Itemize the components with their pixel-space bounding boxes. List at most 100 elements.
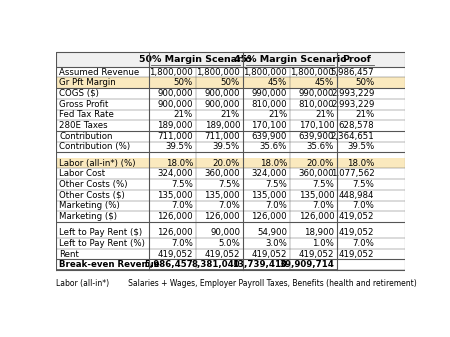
Text: 711,000: 711,000 — [158, 132, 193, 141]
Text: 639,900: 639,900 — [299, 132, 334, 141]
Text: 135,000: 135,000 — [252, 191, 287, 200]
Bar — [56, 78, 405, 88]
Text: 7.0%: 7.0% — [265, 202, 287, 210]
Text: 170,100: 170,100 — [252, 121, 287, 130]
Text: 13,739,410: 13,739,410 — [232, 260, 287, 269]
Text: 419,052: 419,052 — [252, 249, 287, 258]
Text: 711,000: 711,000 — [204, 132, 240, 141]
Text: 280E Taxes: 280E Taxes — [59, 121, 108, 130]
Text: 990,000: 990,000 — [299, 89, 334, 98]
Text: 2,993,229: 2,993,229 — [331, 100, 374, 109]
Text: 18.0%: 18.0% — [166, 158, 193, 167]
Text: 35.6%: 35.6% — [260, 143, 287, 152]
Text: 5,986,457: 5,986,457 — [144, 260, 193, 269]
Text: 50%: 50% — [174, 78, 193, 87]
Text: 1.0%: 1.0% — [312, 239, 334, 248]
Text: 7.0%: 7.0% — [171, 239, 193, 248]
Text: 189,000: 189,000 — [158, 121, 193, 130]
Text: 126,000: 126,000 — [158, 212, 193, 221]
Text: 126,000: 126,000 — [158, 228, 193, 237]
Text: 324,000: 324,000 — [158, 169, 193, 178]
Text: 21%: 21% — [315, 111, 334, 119]
Text: Gross Profit: Gross Profit — [59, 100, 108, 109]
Text: 1,800,000: 1,800,000 — [149, 68, 193, 76]
Text: 21%: 21% — [221, 111, 240, 119]
Text: 7.0%: 7.0% — [352, 202, 374, 210]
Text: 39.5%: 39.5% — [213, 143, 240, 152]
Text: 7.0%: 7.0% — [352, 239, 374, 248]
Text: Contribution (%): Contribution (%) — [59, 143, 130, 152]
Text: 419,052: 419,052 — [299, 249, 334, 258]
Text: 45%: 45% — [268, 78, 287, 87]
Text: 900,000: 900,000 — [205, 100, 240, 109]
Text: 900,000: 900,000 — [205, 89, 240, 98]
Text: 419,052: 419,052 — [339, 212, 374, 221]
Text: Assumed Revenue: Assumed Revenue — [59, 68, 140, 76]
Text: 7.0%: 7.0% — [218, 202, 240, 210]
Text: 39,909,714: 39,909,714 — [279, 260, 334, 269]
Text: 45%: 45% — [315, 78, 334, 87]
Text: Labor Cost: Labor Cost — [59, 169, 105, 178]
Text: 7.5%: 7.5% — [171, 180, 193, 189]
Text: 7.5%: 7.5% — [218, 180, 240, 189]
Text: 189,000: 189,000 — [205, 121, 240, 130]
Text: Rent: Rent — [59, 249, 79, 258]
Text: 324,000: 324,000 — [252, 169, 287, 178]
Text: 990,000: 990,000 — [252, 89, 287, 98]
Text: Proof: Proof — [342, 55, 372, 64]
Text: 419,052: 419,052 — [339, 228, 374, 237]
Text: 7.5%: 7.5% — [352, 180, 374, 189]
Text: Contribution: Contribution — [59, 132, 112, 141]
Text: 8,381,040: 8,381,040 — [191, 260, 240, 269]
Text: 50%: 50% — [221, 78, 240, 87]
Text: 20.0%: 20.0% — [307, 158, 334, 167]
Bar — [56, 52, 405, 67]
Text: 7.5%: 7.5% — [312, 180, 334, 189]
Text: 45% Margin Scenario: 45% Margin Scenario — [234, 55, 346, 64]
Text: COGS ($): COGS ($) — [59, 89, 99, 98]
Text: 21%: 21% — [355, 111, 374, 119]
Text: 3.0%: 3.0% — [265, 239, 287, 248]
Text: 2,364,651: 2,364,651 — [331, 132, 374, 141]
Text: 810,000: 810,000 — [299, 100, 334, 109]
Bar — [56, 158, 405, 168]
Text: 360,000: 360,000 — [299, 169, 334, 178]
Text: 135,000: 135,000 — [158, 191, 193, 200]
Text: 7.0%: 7.0% — [312, 202, 334, 210]
Text: Fed Tax Rate: Fed Tax Rate — [59, 111, 114, 119]
Text: 7.5%: 7.5% — [265, 180, 287, 189]
Text: 21%: 21% — [174, 111, 193, 119]
Text: 5.0%: 5.0% — [218, 239, 240, 248]
Text: 170,100: 170,100 — [299, 121, 334, 130]
Text: 18.0%: 18.0% — [260, 158, 287, 167]
Text: Labor (all-in*)        Salaries + Wages, Employer Payroll Taxes, Benefits (healt: Labor (all-in*) Salaries + Wages, Employ… — [56, 279, 417, 288]
Text: 50%: 50% — [355, 78, 374, 87]
Text: 18.0%: 18.0% — [347, 158, 374, 167]
Text: Marketing (%): Marketing (%) — [59, 202, 120, 210]
Text: 628,578: 628,578 — [339, 121, 374, 130]
Text: 135,000: 135,000 — [299, 191, 334, 200]
Text: Other Costs ($): Other Costs ($) — [59, 191, 125, 200]
Text: 126,000: 126,000 — [299, 212, 334, 221]
Text: 419,052: 419,052 — [339, 249, 374, 258]
Text: 126,000: 126,000 — [204, 212, 240, 221]
Text: Break-even Revenue: Break-even Revenue — [59, 260, 160, 269]
Text: 1,800,000: 1,800,000 — [196, 68, 240, 76]
Text: 419,052: 419,052 — [158, 249, 193, 258]
Text: 21%: 21% — [268, 111, 287, 119]
Text: Gr Pft Margin: Gr Pft Margin — [59, 78, 116, 87]
Text: 900,000: 900,000 — [158, 89, 193, 98]
Text: Left to Pay Rent ($): Left to Pay Rent ($) — [59, 228, 142, 237]
Text: 1,077,562: 1,077,562 — [331, 169, 374, 178]
Text: 20.0%: 20.0% — [213, 158, 240, 167]
Text: 35.6%: 35.6% — [307, 143, 334, 152]
Text: 126,000: 126,000 — [252, 212, 287, 221]
Text: 360,000: 360,000 — [204, 169, 240, 178]
Text: 900,000: 900,000 — [158, 100, 193, 109]
Text: 39.5%: 39.5% — [347, 143, 374, 152]
Text: 135,000: 135,000 — [204, 191, 240, 200]
Text: Labor (all-in*) (%): Labor (all-in*) (%) — [59, 158, 135, 167]
Text: 810,000: 810,000 — [252, 100, 287, 109]
Text: Left to Pay Rent (%): Left to Pay Rent (%) — [59, 239, 145, 248]
Text: 50% Margin Scenario: 50% Margin Scenario — [140, 55, 252, 64]
